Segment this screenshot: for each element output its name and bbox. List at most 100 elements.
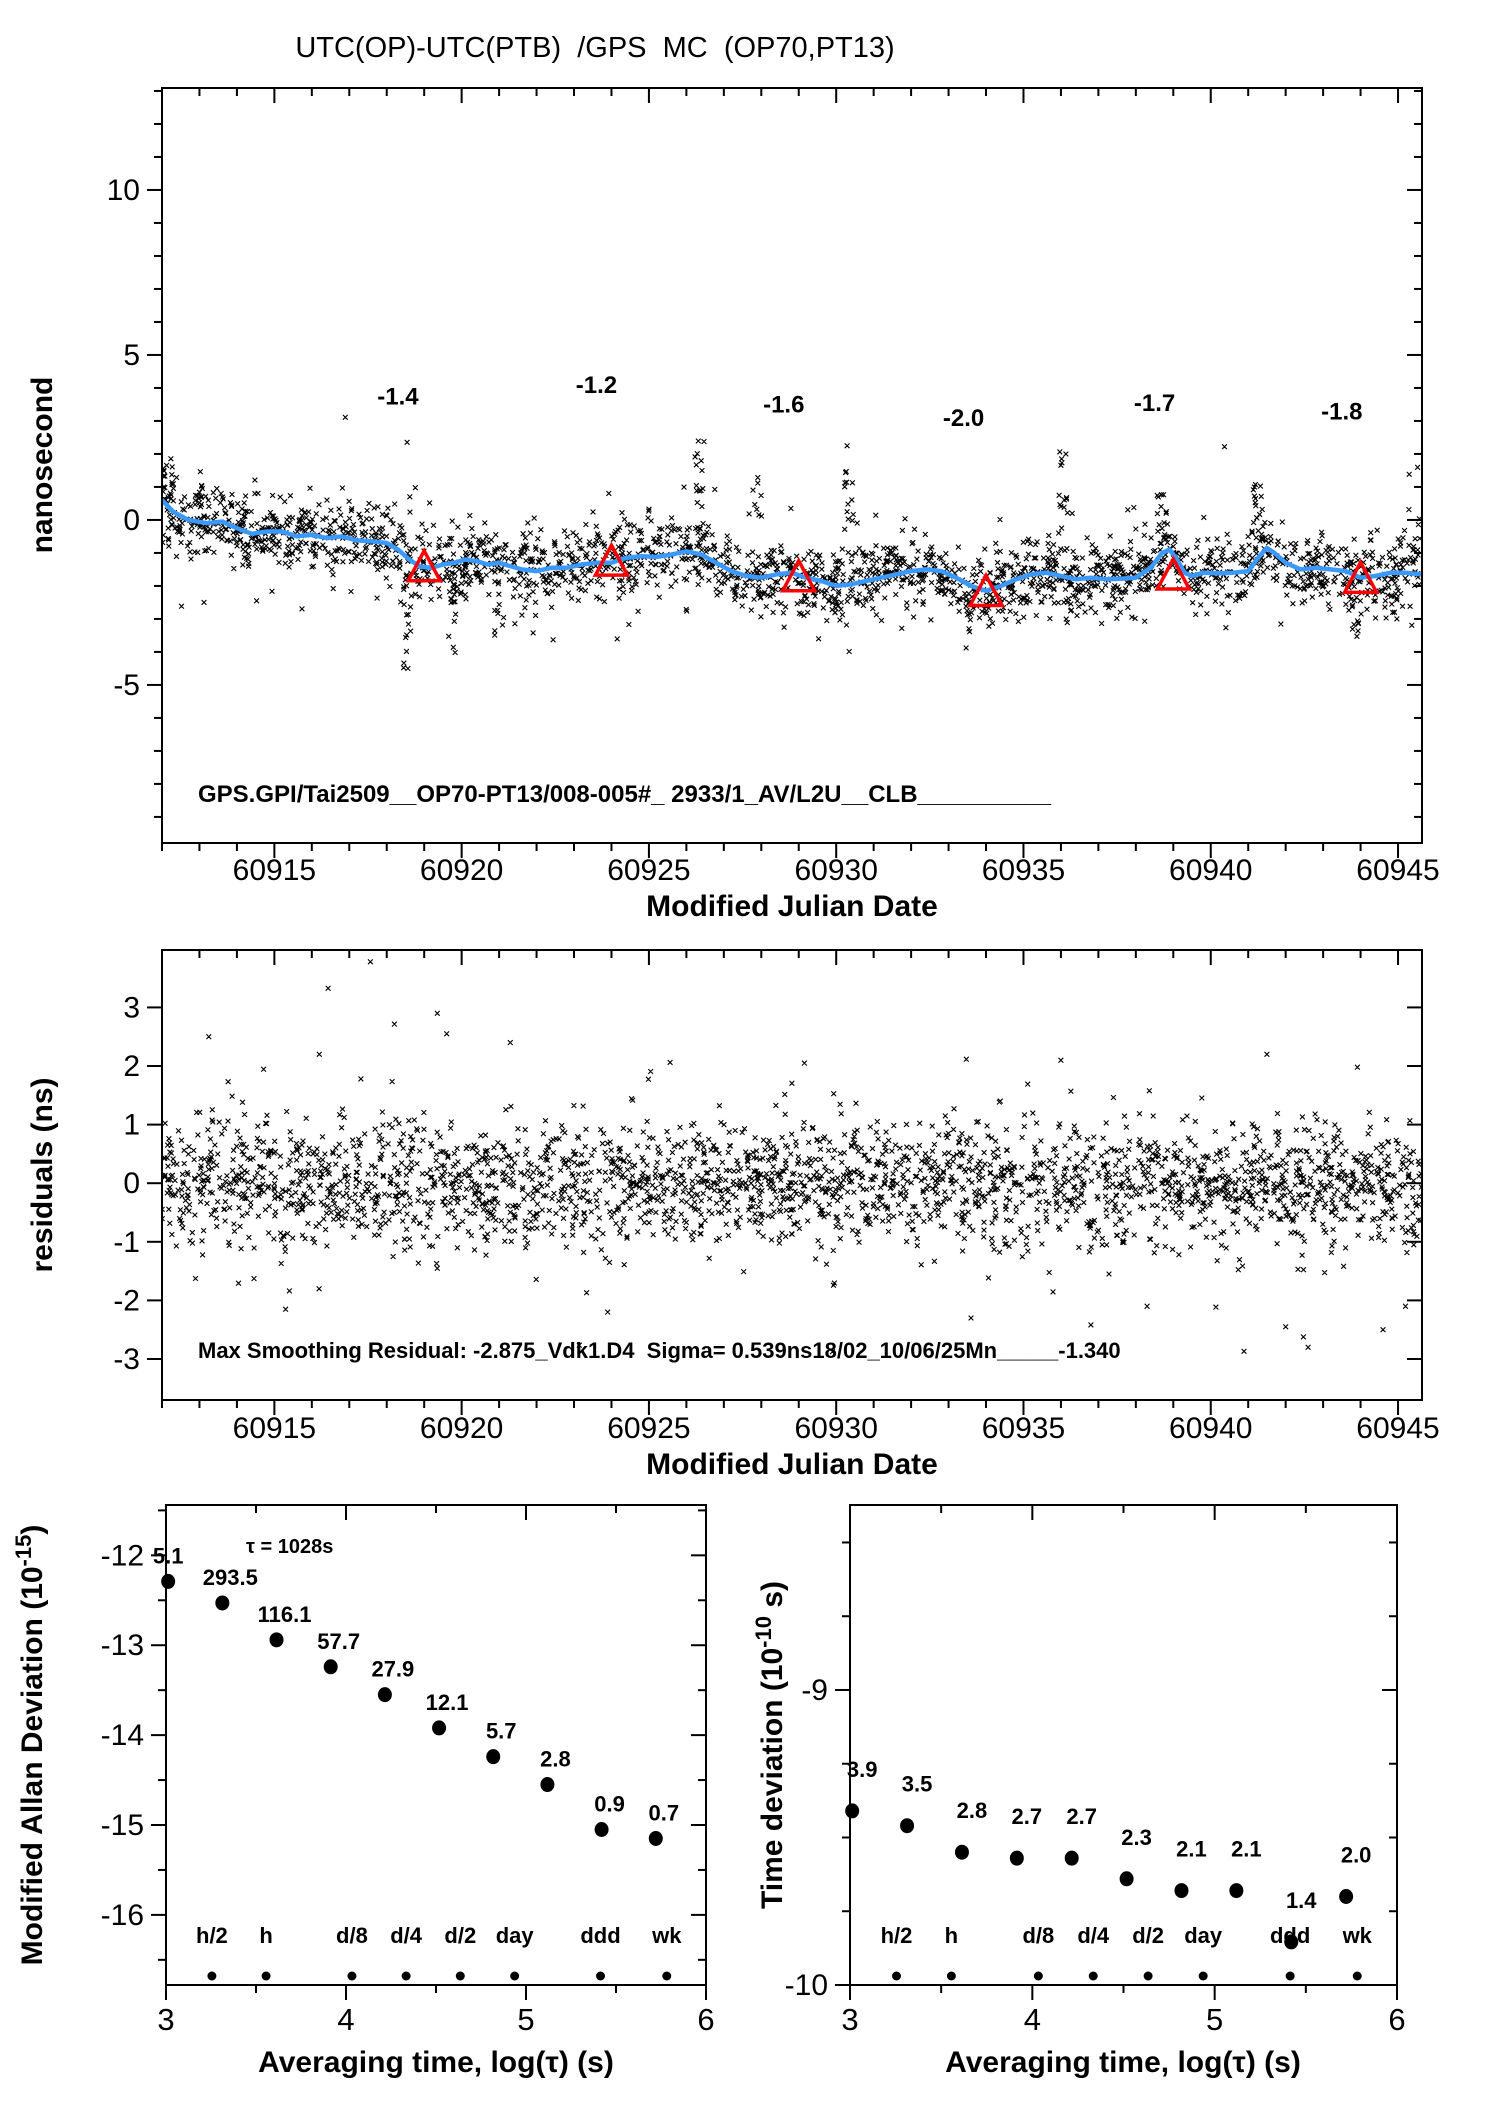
time-mark-label: wk <box>1342 1923 1373 1948</box>
y-tick-label: -16 <box>101 1899 144 1932</box>
y-tick-label: 10 <box>107 174 140 207</box>
deviation-point <box>1064 1850 1079 1866</box>
deviation-value-label: 116.1 <box>258 1602 312 1627</box>
madev-y-axis-label: Modified Allan Deviation (10-15) <box>11 1525 49 1966</box>
axis-ticks <box>147 950 1422 1415</box>
time-mark-label: wk <box>651 1923 682 1948</box>
deviation-value-label: 0.9 <box>594 1791 625 1816</box>
time-mark-dot <box>261 1971 271 1981</box>
deviation-point <box>648 1830 663 1846</box>
madev-x-axis-label: Averaging time, log(τ) (s) <box>258 2046 614 2079</box>
deviation-point <box>900 1818 915 1834</box>
bipm-value-label: -1.4 <box>377 383 419 410</box>
y-tick-label: -1 <box>113 1226 140 1259</box>
x-tick-label: 3 <box>841 2002 858 2037</box>
panel-frame <box>849 1504 1398 1986</box>
tick-labels: 60915 60920 60925 60930 60935 60940 60945 3 2 1 0 -… <box>113 991 1439 1445</box>
deviation-point <box>1174 1883 1189 1899</box>
deviation-point <box>215 1595 230 1611</box>
tick-labels: 3 4 5 6 -12 -13 -14 -15 -16 <box>101 1539 715 2037</box>
time-mark-dot <box>891 1971 901 1981</box>
x-tick-label: 60915 <box>233 1412 316 1445</box>
deviation-point <box>486 1749 501 1765</box>
top-x-axis-label: Modified Julian Date <box>646 890 938 923</box>
bipm-value-label: -1.7 <box>1134 390 1175 417</box>
deviation-value-label: 2.3 <box>1121 1825 1152 1850</box>
y-tick-label: -10 <box>785 1969 828 2002</box>
time-mark-dot <box>1352 1971 1362 1981</box>
time-mark-label: h/2 <box>881 1923 913 1948</box>
bipm-value-label: -2.0 <box>943 405 984 432</box>
deviation-point <box>1009 1850 1024 1866</box>
time-mark-label: d/4 <box>1077 1923 1110 1948</box>
y-tick-label: -9 <box>801 1674 828 1707</box>
deviation-value-label: 5.7 <box>486 1719 517 1744</box>
tdev-panel: 3.9 3.5 2.8 2.7 2.7 2.3 2.1 2.1 1.4 2.0 h/2 h d/8 d/4… <box>785 1504 1406 2037</box>
deviation-value-label: 3.5 <box>902 1772 933 1797</box>
x-tick-label: 4 <box>1024 2002 1041 2037</box>
y-tick-label: 0 <box>123 1167 140 1200</box>
x-tick-label: 60945 <box>1356 1412 1439 1445</box>
x-tick-label: 60920 <box>420 1412 503 1445</box>
time-reference-marks: h/2 h d/8 d/4 d/2 day ddd wk <box>881 1923 1373 1981</box>
top-y-axis-label: nanosecond <box>26 377 59 554</box>
x-tick-label: 60930 <box>794 1412 877 1445</box>
deviation-point <box>594 1821 609 1837</box>
y-tick-label: 2 <box>123 1050 140 1083</box>
deviation-point <box>432 1720 447 1736</box>
time-mark-dot <box>455 1971 465 1981</box>
deviation-value-label: 2.8 <box>540 1747 571 1772</box>
deviation-value-label: 27.9 <box>371 1657 414 1682</box>
residual-scatter-points <box>162 959 1422 1355</box>
time-mark-dot <box>207 1971 217 1981</box>
bipm-triangle-marker <box>1154 555 1193 591</box>
deviation-value-label: 57.7 <box>317 1629 360 1654</box>
deviation-value-label: 2.7 <box>1012 1804 1043 1829</box>
y-tick-label: -15 <box>101 1809 144 1842</box>
time-mark-label: d/2 <box>1132 1923 1164 1948</box>
time-mark-label: d/8 <box>1022 1923 1054 1948</box>
time-mark-label: ddd <box>1270 1923 1310 1948</box>
tdev-y-label-superscript: -10 <box>751 1616 776 1648</box>
x-tick-label: 60925 <box>607 854 690 887</box>
bipm-value-label: -1.2 <box>576 372 617 399</box>
x-tick-label: 60920 <box>420 854 503 887</box>
time-mark-dot <box>1285 1971 1295 1981</box>
panel-frame <box>161 87 1423 844</box>
time-mark-dot <box>347 1971 357 1981</box>
residuals-y-axis-label: residuals (ns) <box>26 1077 59 1272</box>
madev-y-label-superscript: -15 <box>11 1535 36 1567</box>
madev-y-label-end: ) <box>16 1525 49 1535</box>
time-mark-dot <box>662 1971 672 1981</box>
panel-frame <box>161 949 1423 1401</box>
y-tick-label: 5 <box>123 339 140 372</box>
bipm-triangle-marker <box>779 556 818 593</box>
time-mark-dot <box>1198 1971 1208 1981</box>
bipm-triangle-marker <box>405 547 444 583</box>
y-tick-label: -13 <box>101 1629 144 1662</box>
deviation-point <box>954 1844 969 1860</box>
deviation-value-label: 2.8 <box>957 1798 988 1823</box>
bipm-triangle-marker <box>1341 558 1380 595</box>
bipm-triangle-marker <box>967 571 1005 608</box>
x-tick-label: 60940 <box>1169 1412 1252 1445</box>
x-tick-label: 60935 <box>982 1412 1065 1445</box>
x-tick-label: 6 <box>697 2002 714 2037</box>
x-tick-label: 60940 <box>1169 854 1252 887</box>
time-mark-label: d/2 <box>444 1923 476 1948</box>
deviation-point <box>1339 1888 1354 1904</box>
time-mark-label: d/8 <box>336 1923 368 1948</box>
deviation-value-label: 2.0 <box>1341 1842 1372 1867</box>
x-tick-label: 60945 <box>1356 854 1439 887</box>
bipm-value-label: -1.8 <box>1321 398 1362 425</box>
deviation-value-label: 12.1 <box>426 1690 469 1715</box>
time-mark-dot <box>1088 1971 1098 1981</box>
time-mark-label: d/4 <box>390 1923 423 1948</box>
deviation-value-label: 1.4 <box>1286 1888 1317 1913</box>
measurement-scatter-points <box>162 414 1422 672</box>
